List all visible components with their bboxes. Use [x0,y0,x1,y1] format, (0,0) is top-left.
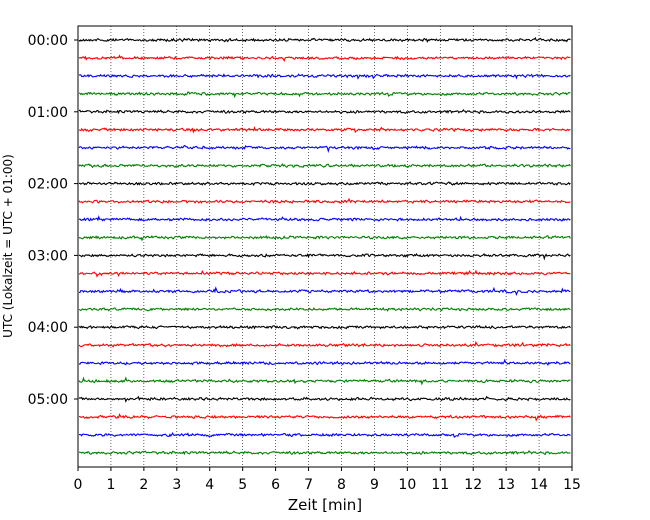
x-tick-label: 0 [74,477,83,493]
trace-04:45 [78,376,571,386]
y-axis-label: UTC (Lokalzeit = UTC + 01:00) [1,154,15,338]
trace-04:15 [78,340,571,348]
y-tick-label: 01:00 [28,105,68,121]
trace-05:30 [78,432,571,438]
x-tick-label: 12 [464,477,482,493]
trace-03:15 [78,269,571,278]
x-tick-label: 7 [304,477,313,493]
trace-02:00 [78,181,571,187]
trace-04:00 [78,324,571,330]
x-tick-label: 15 [563,477,581,493]
trace-01:15 [78,126,571,134]
x-tick-label: 6 [271,477,280,493]
trace-00:15 [78,54,571,63]
y-tick-label: 03:00 [28,248,68,264]
trace-04:30 [78,358,571,366]
trace-01:30 [78,144,571,154]
x-tick-label: 10 [398,477,416,493]
seismic-traces [78,36,571,456]
x-tick-label: 1 [106,477,115,493]
trace-00:00 [78,36,571,44]
x-tick-label: 2 [139,477,148,493]
x-tick-label: 11 [431,477,449,493]
trace-03:45 [78,306,571,312]
x-axis: 0 1 2 3 4 5 6 7 8 9 10 11 12 13 14 15 [74,467,581,493]
trace-02:30 [78,214,571,222]
vertical-grid [110,26,540,467]
trace-02:15 [78,197,571,204]
trace-03:30 [78,286,571,297]
trace-01:45 [78,163,571,169]
trace-01:00 [78,108,571,115]
y-tick-label: 00:00 [28,33,68,49]
x-tick-label: 3 [172,477,181,493]
x-tick-label: 9 [370,477,379,493]
trace-00:45 [78,91,571,99]
trace-05:15 [78,413,571,422]
y-tick-label: 02:00 [28,177,68,193]
y-tick-label: 05:00 [28,392,68,408]
y-tick-label: 04:00 [28,320,68,336]
y-axis: 00:00 01:00 02:00 03:00 04:00 05:00 [28,33,78,408]
trace-05:00 [78,395,571,403]
x-tick-label: 5 [238,477,247,493]
x-tick-label: 14 [530,477,548,493]
x-tick-label: 8 [337,477,346,493]
x-tick-label: 4 [205,477,214,493]
trace-00:30 [78,73,571,80]
trace-05:45 [78,450,571,456]
x-tick-label: 13 [497,477,515,493]
trace-03:00 [78,253,571,261]
plot-frame [77,25,573,468]
trace-02:45 [78,234,571,242]
x-axis-label: Zeit [min] [288,496,362,514]
